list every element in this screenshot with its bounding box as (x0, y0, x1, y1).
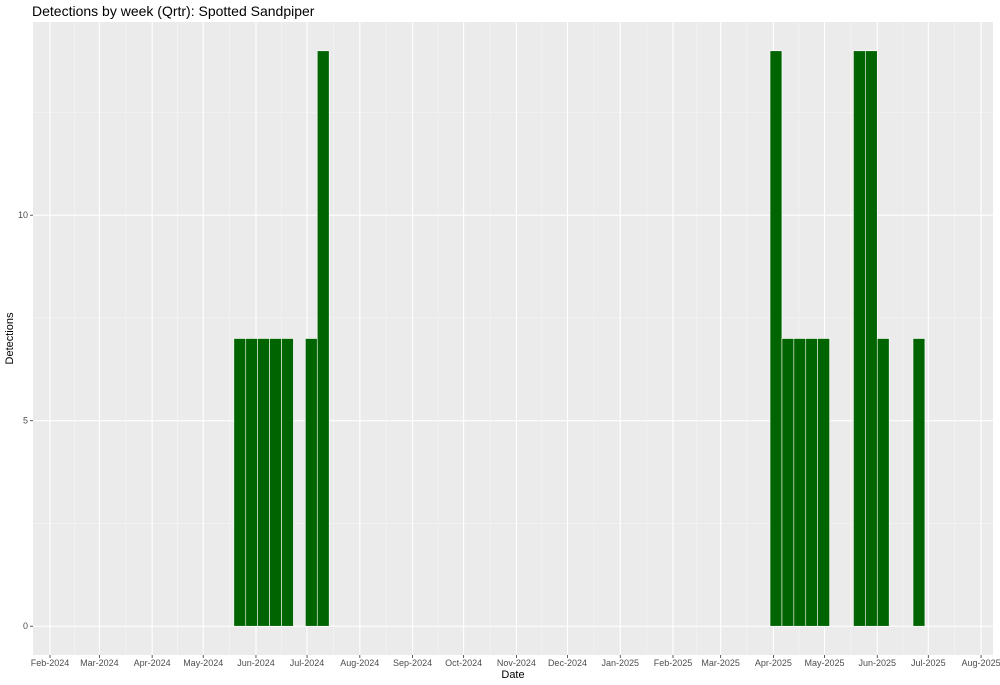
bar (805, 338, 818, 627)
x-tick-label: Feb-2024 (31, 658, 70, 668)
bars (233, 50, 926, 627)
x-tick-label: Nov-2024 (497, 658, 536, 668)
x-axis-title: Date (501, 669, 524, 681)
y-tick-label: 10 (18, 210, 28, 220)
bar (769, 50, 783, 627)
bar (257, 338, 270, 627)
x-tick-label: Oct-2024 (445, 658, 482, 668)
bar (912, 338, 926, 627)
bar (817, 338, 830, 627)
y-tick-label: 5 (23, 416, 28, 426)
chart-title: Detections by week (Qrtr): Spotted Sandp… (32, 3, 315, 19)
x-tick-label: Feb-2025 (654, 658, 693, 668)
x-tick-label: Sep-2024 (393, 658, 432, 668)
y-tick-label: 0 (23, 621, 28, 631)
x-tick-label: Dec-2024 (548, 658, 587, 668)
x-tick-label: Mar-2025 (701, 658, 740, 668)
bar (305, 338, 318, 627)
plot-panel (33, 22, 993, 655)
bar (865, 50, 878, 627)
bar (245, 338, 258, 627)
bar (781, 338, 795, 627)
x-tick-label: Aug-2024 (340, 658, 379, 668)
x-tick-label: Jun-2025 (858, 658, 896, 668)
x-tick-label: May-2025 (804, 658, 844, 668)
y-axis-title: Detections (4, 312, 16, 364)
x-tick-label: Aug-2025 (962, 658, 1000, 668)
x-axis: Feb-2024 Mar-2024 Apr-2024 May-2024 Jun-2024… (31, 655, 1000, 668)
x-tick-label: Jul-2025 (911, 658, 946, 668)
bar (876, 338, 890, 627)
x-tick-label: Apr-2025 (755, 658, 792, 668)
bar (281, 338, 294, 627)
y-axis: 0 5 10 (18, 210, 33, 631)
x-tick-label: Jul-2024 (290, 658, 325, 668)
bar (316, 50, 330, 627)
x-tick-label: Mar-2024 (80, 658, 119, 668)
x-tick-label: May-2024 (183, 658, 223, 668)
grid-minor (33, 22, 993, 655)
x-tick-label: Jan-2025 (601, 658, 639, 668)
bar (269, 338, 282, 627)
bar (793, 338, 807, 627)
bar (853, 50, 866, 627)
x-tick-label: Apr-2024 (134, 658, 171, 668)
bar (233, 338, 247, 627)
x-tick-label: Jun-2024 (237, 658, 275, 668)
